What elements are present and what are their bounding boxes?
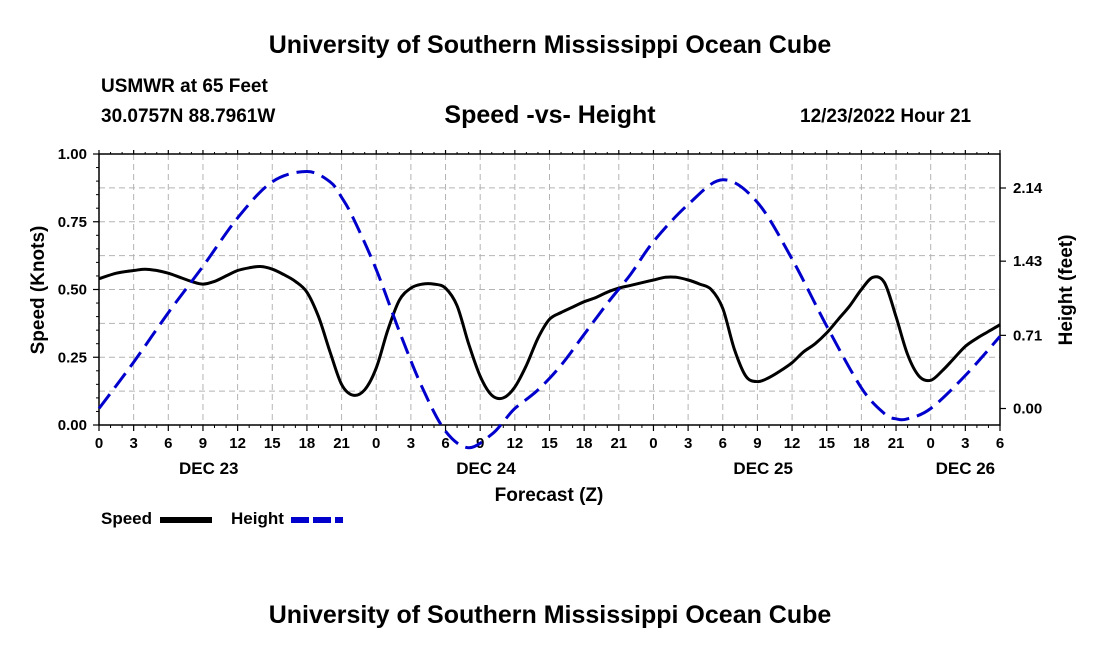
y-right-tick-label: 2.14 bbox=[1013, 180, 1043, 197]
legend-speed-swatch bbox=[160, 517, 212, 523]
x-tick-label: 21 bbox=[888, 435, 905, 452]
x-tick-label: 12 bbox=[784, 435, 801, 452]
x-tick-label: 9 bbox=[753, 435, 761, 452]
footer-title: University of Southern Mississippi Ocean… bbox=[268, 601, 832, 629]
x-tick-label: 6 bbox=[441, 435, 449, 452]
x-tick-label: 12 bbox=[507, 435, 524, 452]
x-tick-label: 21 bbox=[333, 435, 350, 452]
x-tick-label: 18 bbox=[299, 435, 316, 452]
chart-main-title: University of Southern Mississippi Ocean… bbox=[268, 31, 832, 59]
day-label: DEC 24 bbox=[456, 459, 516, 478]
x-tick-label: 3 bbox=[961, 435, 969, 452]
datetime-label: 12/23/2022 Hour 21 bbox=[800, 106, 972, 127]
x-tick-label: 0 bbox=[927, 435, 935, 452]
x-tick-label: 18 bbox=[853, 435, 870, 452]
x-tick-label: 3 bbox=[129, 435, 137, 452]
y-left-tick-label: 0.25 bbox=[58, 349, 87, 366]
x-tick-label: 15 bbox=[818, 435, 835, 452]
series-line-height bbox=[97, 170, 1002, 450]
x-tick-label: 0 bbox=[95, 435, 103, 452]
series-group bbox=[97, 170, 1002, 450]
x-tick-label: 21 bbox=[610, 435, 627, 452]
y-left-tick-label: 0.00 bbox=[58, 417, 87, 434]
y-right-tick-label: 1.43 bbox=[1013, 253, 1042, 270]
x-tick-label: 15 bbox=[541, 435, 558, 452]
y-right-tick-label: 0.71 bbox=[1013, 327, 1042, 344]
x-tick-label: 6 bbox=[996, 435, 1004, 452]
coordinates-label: 30.0757N 88.7961W bbox=[101, 106, 276, 127]
x-tick-label: 6 bbox=[164, 435, 172, 452]
x-tick-label: 12 bbox=[229, 435, 246, 452]
day-label: DEC 25 bbox=[733, 459, 793, 478]
x-tick-label: 3 bbox=[407, 435, 415, 452]
day-label: DEC 26 bbox=[936, 459, 996, 478]
chart-grid bbox=[99, 154, 1000, 425]
series-line-speed bbox=[98, 264, 1001, 401]
x-tick-label: 15 bbox=[264, 435, 281, 452]
day-label: DEC 23 bbox=[179, 459, 239, 478]
y-left-tick-label: 0.75 bbox=[58, 214, 87, 231]
y-left-tick-label: 0.50 bbox=[58, 282, 87, 299]
y-axis-right-label: Height (feet) bbox=[1056, 235, 1077, 346]
axis-ticks: 0 3 6 9 12 15 18 21 0 3 6 9 12 15 18 21 0 3 6 9 12 15 18 21 0 3 6D… bbox=[58, 146, 1043, 478]
legend-height-label: Height bbox=[231, 509, 284, 528]
x-tick-label: 18 bbox=[576, 435, 593, 452]
y-axis-left-label: Speed (Knots) bbox=[28, 226, 49, 355]
legend-height-swatch bbox=[291, 517, 343, 523]
station-label: USMWR at 65 Feet bbox=[101, 76, 268, 97]
x-tick-label: 0 bbox=[649, 435, 657, 452]
chart-subtitle: Speed -vs- Height bbox=[444, 101, 656, 129]
x-tick-label: 9 bbox=[199, 435, 207, 452]
x-axis-label: Forecast (Z) bbox=[495, 485, 604, 506]
x-tick-label: 0 bbox=[372, 435, 380, 452]
x-tick-label: 3 bbox=[684, 435, 692, 452]
legend-speed-label: Speed bbox=[101, 509, 153, 528]
x-tick-label: 6 bbox=[719, 435, 727, 452]
y-left-tick-label: 1.00 bbox=[58, 146, 87, 163]
y-right-tick-label: 0.00 bbox=[1013, 401, 1042, 418]
